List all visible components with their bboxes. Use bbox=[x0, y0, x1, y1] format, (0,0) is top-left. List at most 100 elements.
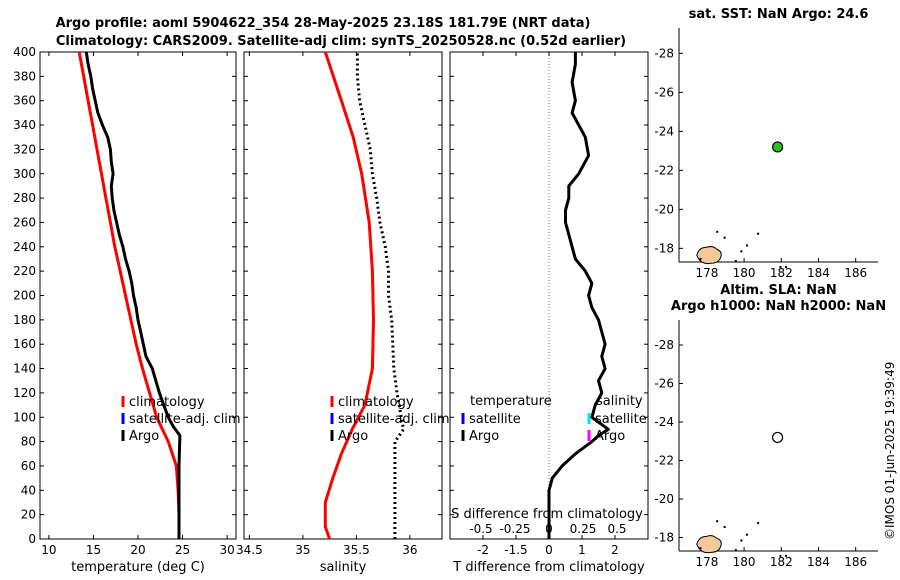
argo-position-marker bbox=[771, 431, 784, 444]
legend-label: satellite bbox=[595, 412, 647, 427]
series-climatology bbox=[323, 51, 375, 540]
map-y-tick-label: -28 bbox=[654, 338, 674, 352]
sla-map-panel: -18 -20 -22 -24 -26 -28 178 180 182 184 186 Altim. … bbox=[654, 283, 886, 569]
map-y-tick-label: -20 bbox=[654, 202, 674, 216]
s-tick-label: -0.5 bbox=[469, 522, 492, 536]
y-tick-label: 360 bbox=[13, 94, 36, 108]
x-axis-label: salinity bbox=[320, 560, 367, 575]
x-tick-label: -2 bbox=[477, 543, 489, 557]
map-y-tick-label: -26 bbox=[654, 85, 674, 99]
x-tick-label: 36 bbox=[402, 543, 417, 557]
map-x-tick-label: 178 bbox=[695, 555, 718, 569]
map-title: sat. SST: NaN Argo: 24.6 bbox=[689, 7, 869, 22]
x-tick-label: 15 bbox=[86, 543, 101, 557]
x-tick-label: 0 bbox=[545, 543, 553, 557]
figure-title-line2: Climatology: CARS2009. Satellite-adj cli… bbox=[56, 34, 626, 49]
island-dot bbox=[716, 520, 719, 523]
legend-label: Argo bbox=[469, 429, 499, 444]
legend-title-s: salinity bbox=[596, 394, 643, 409]
island-dot bbox=[699, 258, 702, 261]
difference-panel: -2 -1.5 0 1 2-0.5 -0.25 0 0.25 0.5S difference f… bbox=[449, 51, 649, 575]
map-x-tick-label: 186 bbox=[844, 266, 867, 280]
imos-timestamp: ©IMOS 01-Jun-2025 19:39:49 bbox=[883, 362, 897, 540]
y-tick-label: 80 bbox=[21, 435, 36, 449]
y-tick-label: 380 bbox=[13, 69, 36, 83]
legend-label: satellite-adj. clim bbox=[129, 412, 241, 427]
map-y-tick-label: -26 bbox=[654, 377, 674, 391]
y-tick-label: 60 bbox=[21, 459, 36, 473]
legend-label: Argo bbox=[129, 429, 159, 444]
map-y-tick-label: -24 bbox=[654, 415, 674, 429]
y-tick-label: 240 bbox=[13, 240, 36, 254]
temperature-frame bbox=[39, 51, 237, 540]
map-y-tick-label: -24 bbox=[654, 124, 674, 138]
x-tick-label: 20 bbox=[130, 543, 145, 557]
y-tick-label: 20 bbox=[21, 508, 36, 522]
map-x-tick-label: 184 bbox=[807, 266, 830, 280]
y-tick-label: 300 bbox=[13, 167, 36, 181]
figure-title-line1: Argo profile: aoml 5904622_354 28-May-20… bbox=[56, 16, 591, 31]
x-tick-label: 25 bbox=[175, 543, 190, 557]
island-dot bbox=[785, 554, 788, 557]
legend-label: Argo bbox=[338, 429, 368, 444]
y-tick-label: 400 bbox=[13, 45, 36, 59]
island-dot bbox=[785, 265, 788, 268]
x-tick-label: 34.5 bbox=[236, 543, 263, 557]
map-y-tick-label: -22 bbox=[654, 454, 674, 468]
x-tick-label: 1 bbox=[578, 543, 586, 557]
s-tick-label: 0.5 bbox=[607, 522, 626, 536]
map-y-tick-label: -18 bbox=[654, 241, 674, 255]
y-tick-label: 260 bbox=[13, 215, 36, 229]
map-x-tick-label: 184 bbox=[807, 555, 830, 569]
legend-label: satellite bbox=[469, 412, 521, 427]
y-tick-label: 340 bbox=[13, 118, 36, 132]
x-tick-label: -1.5 bbox=[504, 543, 527, 557]
series-t-difference bbox=[547, 52, 610, 539]
island-dot bbox=[745, 533, 748, 536]
y-tick-label: 160 bbox=[13, 337, 36, 351]
island-dot bbox=[723, 236, 726, 239]
x-tick-label: 10 bbox=[41, 543, 56, 557]
s-axis-label: S difference from climatology bbox=[451, 507, 643, 522]
sst-map-panel: -18 -20 -22 -24 -26 -28 178 180 182 184 186 sat. SS… bbox=[654, 7, 878, 280]
y-tick-label: 40 bbox=[21, 483, 36, 497]
x-tick-label: 35 bbox=[295, 543, 310, 557]
s-tick-label: -0.25 bbox=[499, 522, 530, 536]
map-x-tick-label: 180 bbox=[733, 555, 756, 569]
y-tick-label: 180 bbox=[13, 313, 36, 327]
legend-label: satellite-adj. clim bbox=[338, 412, 450, 427]
map-x-tick-label: 180 bbox=[733, 266, 756, 280]
y-tick-label: 0 bbox=[28, 532, 36, 546]
x-tick-label: 35.5 bbox=[343, 543, 370, 557]
island-dot bbox=[757, 232, 760, 235]
island-dot bbox=[779, 554, 782, 557]
island-dot bbox=[734, 549, 737, 552]
salinity-panel: 34.5 35 35.5 36 salinity climatology satellite… bbox=[236, 51, 450, 575]
argo-position-marker bbox=[771, 141, 784, 153]
series-argo bbox=[84, 51, 182, 539]
map-title: Argo h1000: NaN h2000: NaN bbox=[671, 299, 886, 314]
y-tick-label: 120 bbox=[13, 386, 36, 400]
salinity-frame bbox=[243, 51, 443, 540]
temperature-panel: 0 20 40 60 80 100 120 140 160 180 200 220 240 260 280 3… bbox=[13, 45, 241, 575]
island-dot bbox=[740, 250, 743, 253]
map-y-tick-label: -18 bbox=[654, 531, 674, 545]
s-tick-label: 0.25 bbox=[570, 522, 597, 536]
y-tick-label: 100 bbox=[13, 410, 36, 424]
x-axis-label: T difference from climatology bbox=[452, 560, 645, 575]
y-tick-label: 320 bbox=[13, 142, 36, 156]
island-dot bbox=[740, 539, 743, 542]
map-x-tick-label: 186 bbox=[844, 555, 867, 569]
island-dot bbox=[734, 260, 737, 263]
island-dot bbox=[723, 525, 726, 528]
series-satellite-adj-clim bbox=[355, 52, 405, 539]
legend-label: Argo bbox=[595, 429, 625, 444]
y-tick-label: 200 bbox=[13, 289, 36, 303]
legend-title-t: temperature bbox=[470, 394, 552, 409]
map-x-tick-label: 178 bbox=[695, 266, 718, 280]
island-dot bbox=[716, 230, 719, 233]
island-dot bbox=[779, 265, 782, 268]
island-dot bbox=[757, 522, 760, 525]
map-y-tick-label: -28 bbox=[654, 46, 674, 60]
